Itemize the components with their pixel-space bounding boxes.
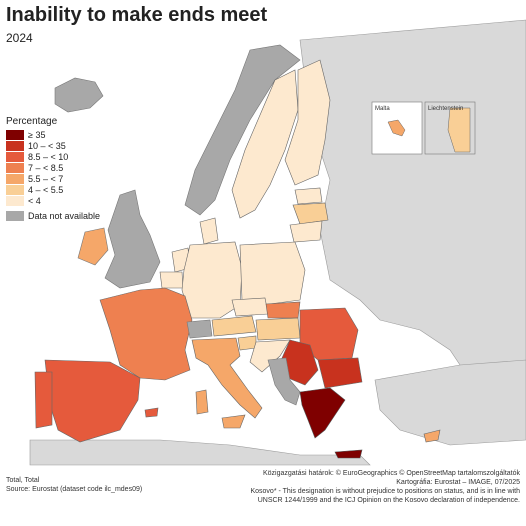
footer-credits: Közigazgatási határok: © EuroGeographics… — [220, 469, 520, 505]
legend: Percentage ≥ 35 10 – < 35 8.5 – < 10 7 – < … — [6, 116, 100, 221]
uk-region — [104, 189, 161, 289]
slovakia-region — [265, 301, 301, 319]
legend-label: 8.5 – < 10 — [28, 151, 69, 162]
legend-item: < 4 — [6, 195, 100, 206]
liechtenstein-inset-shape — [447, 107, 471, 153]
lithuania-region — [289, 220, 323, 243]
iceland-region — [54, 77, 104, 113]
austria-region — [211, 315, 257, 337]
non-eu-africa — [29, 439, 371, 466]
norway-region — [184, 44, 301, 216]
legend-swatch — [6, 173, 24, 184]
finland-region — [284, 59, 331, 186]
legend-swatch — [6, 151, 24, 162]
malta-inset-shape — [387, 119, 406, 137]
crete-region — [334, 449, 363, 459]
legend-label: < 4 — [28, 195, 41, 206]
legend-label: 4 – < 5.5 — [28, 184, 64, 195]
legend-label: 10 – < 35 — [28, 140, 66, 151]
ireland-region — [77, 227, 109, 266]
legend-item: 7 – < 8.5 — [6, 162, 100, 173]
legend-label: 5.5 – < 7 — [28, 173, 64, 184]
cyprus-region — [423, 429, 441, 443]
slovenia-region — [237, 335, 257, 351]
footer-source: Total, Total Source: Eurostat (dataset c… — [6, 476, 142, 494]
czechia-region — [231, 297, 269, 317]
legend-swatch — [6, 210, 24, 221]
sardinia-region — [195, 389, 209, 415]
poland-region — [239, 241, 306, 306]
legend-title: Percentage — [6, 116, 58, 127]
legend-item: ≥ 35 — [6, 129, 100, 140]
legend-swatch — [6, 195, 24, 206]
map-subtitle: 2024 — [6, 31, 33, 45]
balearic-region — [144, 407, 159, 418]
map-title: Inability to make ends meet — [6, 4, 268, 26]
non-eu-turkey — [374, 359, 526, 446]
legend-label: Data not available — [28, 210, 101, 221]
legend-item: 8.5 – < 10 — [6, 151, 100, 162]
latvia-region — [292, 202, 329, 225]
western-balkans-na-region — [267, 357, 301, 406]
spain-region — [44, 359, 141, 443]
estonia-region — [294, 187, 323, 205]
legend-swatch — [6, 129, 24, 140]
footer-kosovo-note-2: UNSCR 1244/1999 and the ICJ Opinion on t… — [257, 497, 520, 504]
liechtenstein-inset-label: Liechtenstein — [428, 106, 463, 112]
footer-cartography-credit: Kartográfia: Eurostat – IMAGE, 07/2025 — [396, 479, 520, 486]
france-region — [99, 287, 193, 381]
footer-total-label: Total, Total — [6, 477, 40, 484]
legend-item: 10 – < 35 — [6, 140, 100, 151]
switzerland-region — [186, 319, 213, 339]
legend-item: 5.5 – < 7 — [6, 173, 100, 184]
legend-swatch — [6, 162, 24, 173]
portugal-region — [34, 371, 53, 429]
malta-inset-label: Malta — [375, 106, 390, 112]
legend-label: ≥ 35 — [28, 129, 46, 140]
sicily-region — [221, 414, 246, 429]
sweden-region — [231, 69, 299, 219]
legend-item: 4 – < 5.5 — [6, 184, 100, 195]
bulgaria-region — [317, 357, 363, 389]
legend-item: Data not available — [6, 210, 100, 221]
germany-region — [181, 241, 243, 319]
footer-source-label: Source: Eurostat (dataset code ilc_mdes0… — [6, 486, 143, 493]
legend-swatch — [6, 140, 24, 151]
footer-boundaries-credit: Közigazgatási határok: © EuroGeographics… — [262, 470, 520, 477]
serbia-region — [281, 339, 319, 386]
denmark-region — [199, 217, 219, 245]
legend-label: 7 – < 8.5 — [28, 162, 64, 173]
footer-kosovo-note-1: Kosovo* - This designation is without pr… — [250, 488, 520, 495]
legend-swatch — [6, 184, 24, 195]
italy-region — [191, 337, 263, 419]
belgium-region — [159, 271, 184, 289]
hungary-region — [255, 317, 301, 341]
greece-region — [299, 387, 346, 439]
legend-items: ≥ 35 10 – < 35 8.5 – < 10 7 – < 8.5 5.5 – < … — [6, 129, 100, 221]
